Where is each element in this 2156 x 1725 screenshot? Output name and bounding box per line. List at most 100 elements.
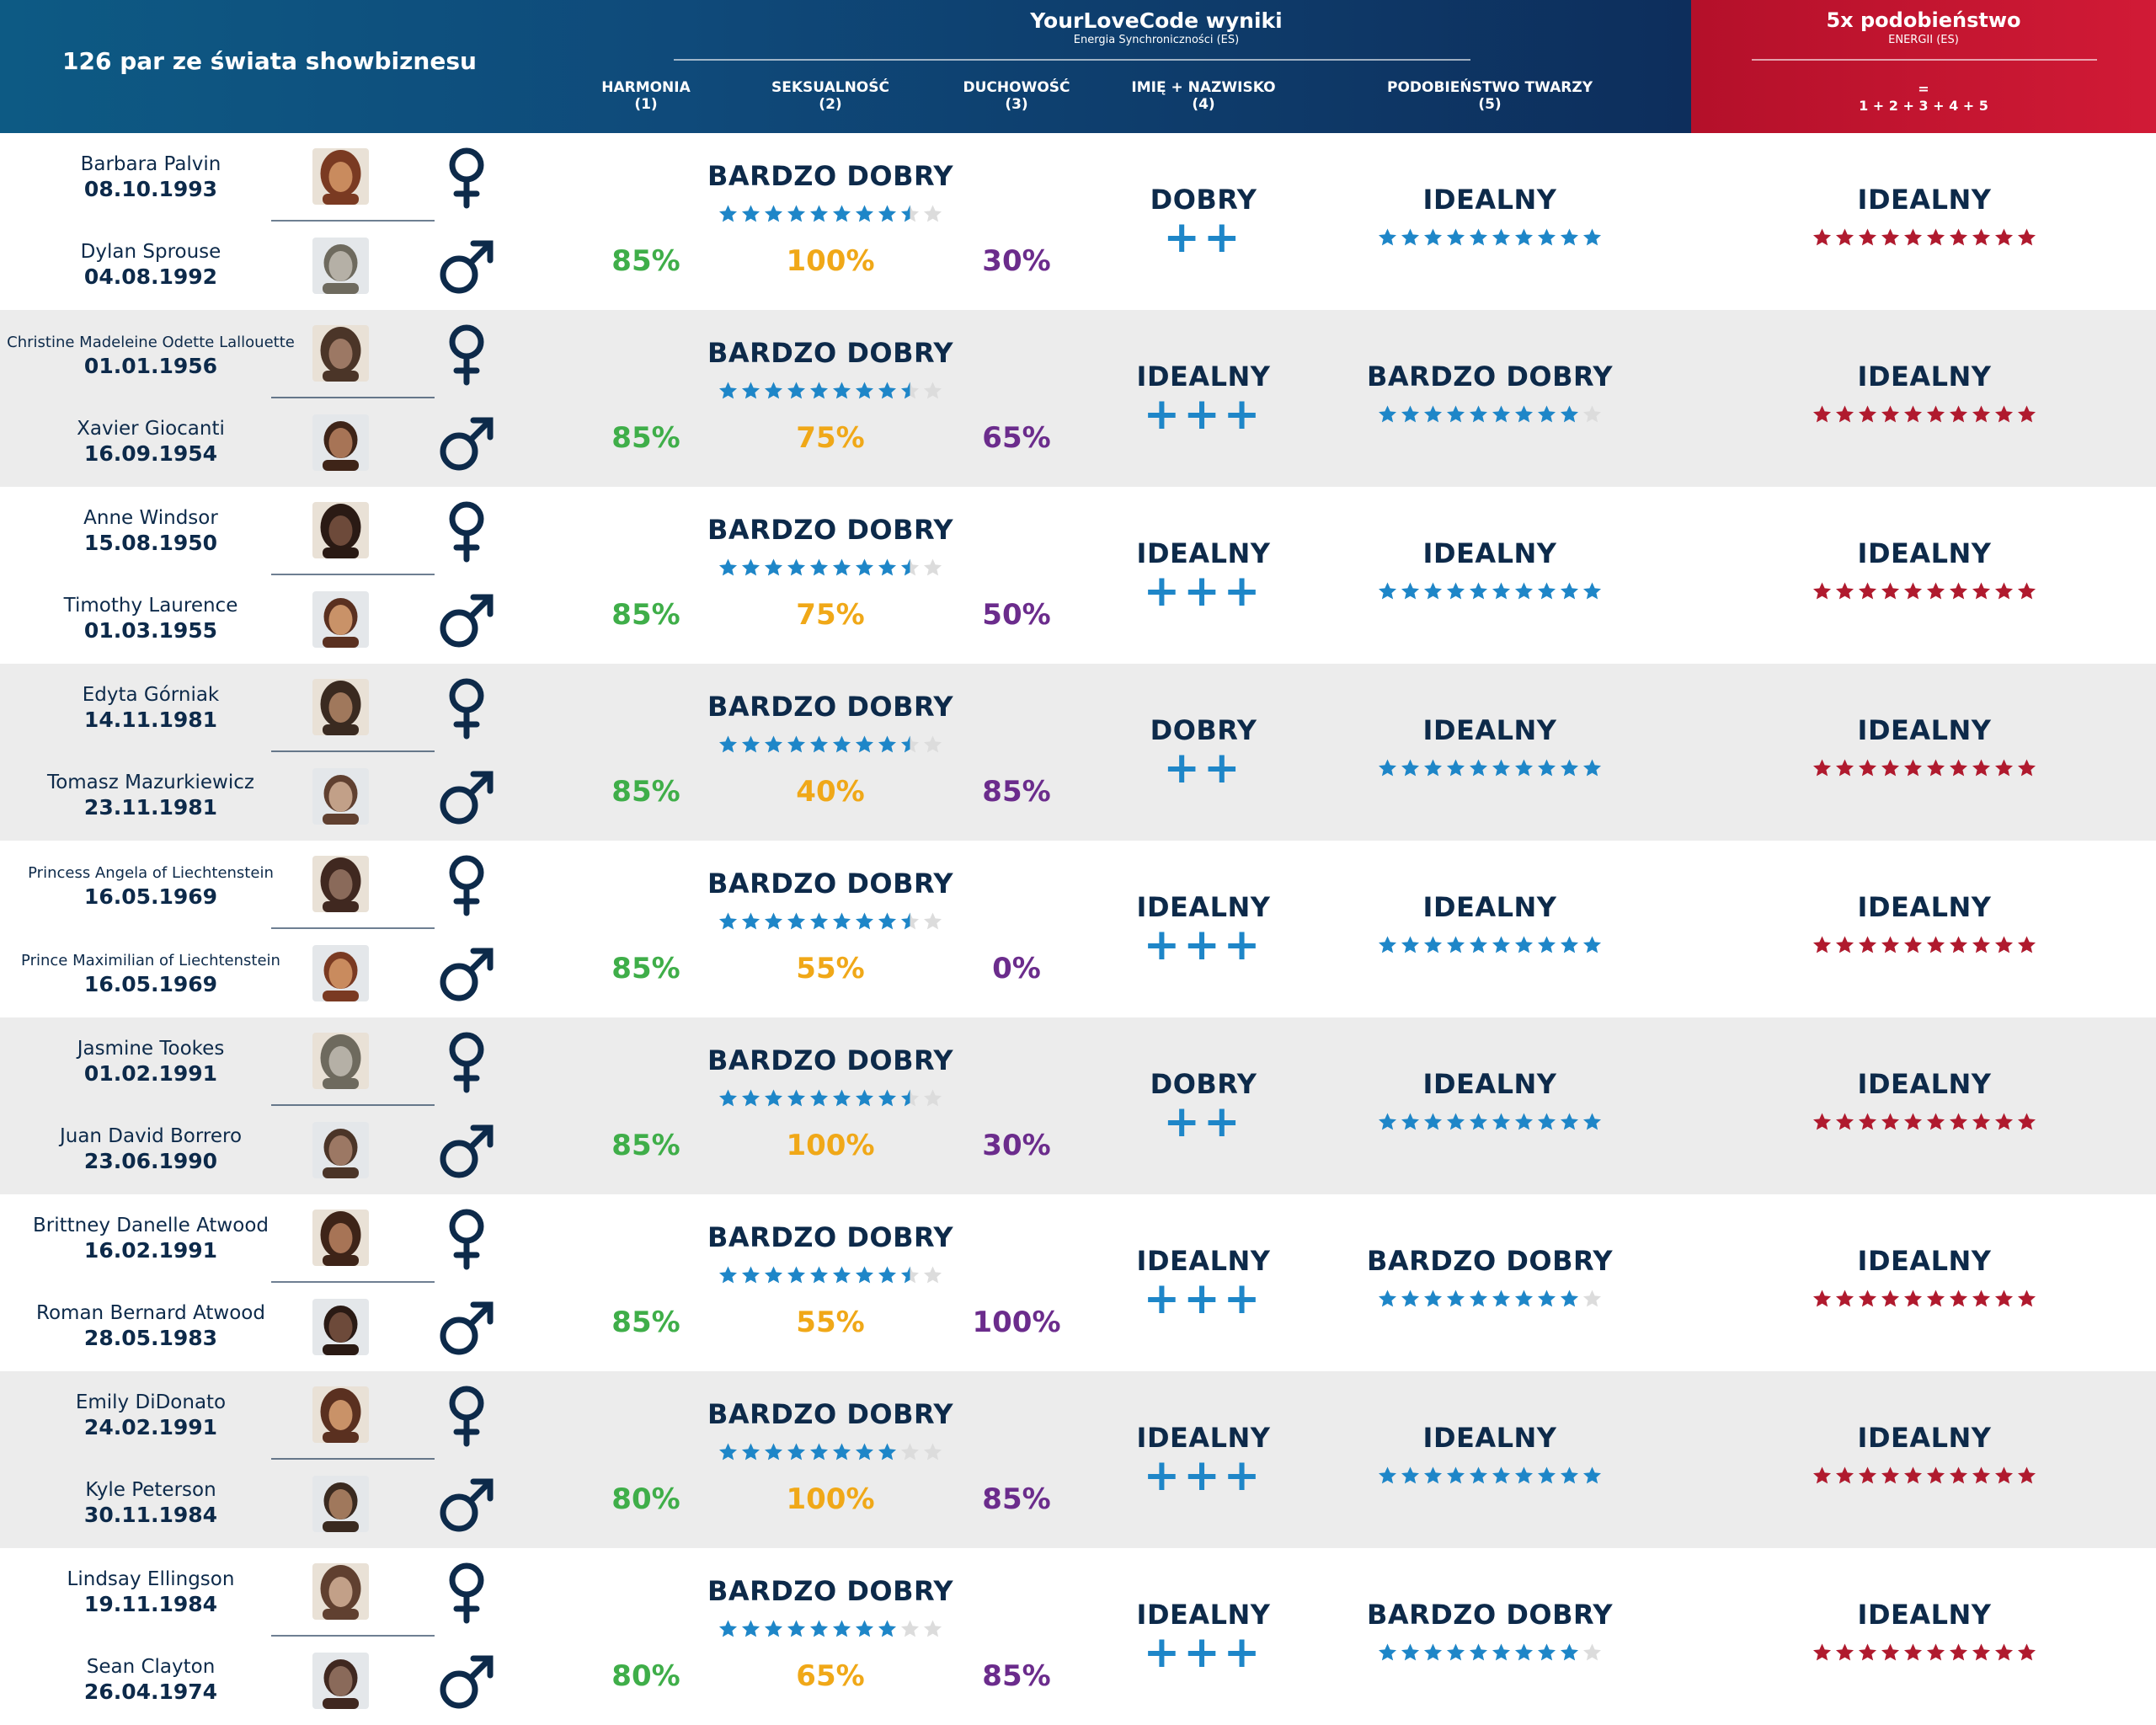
pair-row: Edyta Górniak 14.11.1981 Tomasz Mazurkiewi… xyxy=(0,664,2156,841)
star-filled-icon xyxy=(1904,1113,1922,1130)
star-filled-icon xyxy=(742,912,760,930)
woman-name: Christine Madeleine Odette Lallouette xyxy=(7,334,295,351)
pair-divider xyxy=(271,1104,435,1106)
overall-verdict: BARDZO DOBRY xyxy=(707,1221,954,1253)
red-divider xyxy=(1752,59,2097,61)
face-stars xyxy=(1378,1112,1603,1132)
star-filled-icon xyxy=(1470,228,1487,246)
man-name: Xavier Giocanti xyxy=(77,418,225,440)
star-filled-icon xyxy=(719,205,737,222)
star-empty-icon xyxy=(924,1620,942,1637)
face-verdict: IDEALNY xyxy=(1422,184,1557,216)
star-filled-icon xyxy=(1813,1290,1831,1307)
star-filled-icon xyxy=(787,1620,805,1637)
star-filled-icon xyxy=(1836,1113,1854,1130)
star-filled-icon xyxy=(878,1620,896,1637)
name-plus-rating: ++ xyxy=(1163,1097,1244,1147)
total-verdict: IDEALNY xyxy=(1857,1422,1992,1454)
star-filled-icon xyxy=(1859,1113,1876,1130)
star-filled-icon xyxy=(1813,405,1831,423)
star-filled-icon xyxy=(1972,759,1990,777)
man-avatar xyxy=(312,1122,369,1178)
pairs-count-title: 126 par ze świata showbiznesu xyxy=(62,47,477,75)
star-empty-icon xyxy=(924,1089,942,1107)
star-filled-icon xyxy=(1492,405,1510,423)
star-filled-icon xyxy=(1379,582,1396,600)
face-verdict: IDEALNY xyxy=(1422,714,1557,746)
star-filled-icon xyxy=(1995,936,2013,953)
male-icon xyxy=(433,763,500,830)
pair-row: Lindsay Ellingson 19.11.1984 Sean Clayton 2… xyxy=(0,1548,2156,1725)
seksualnosc-percent: 55% xyxy=(796,1306,865,1339)
star-half-icon xyxy=(901,1266,919,1284)
total-stars xyxy=(1812,404,2037,425)
woman-birthdate: 24.02.1991 xyxy=(83,1415,218,1439)
star-filled-icon xyxy=(1995,405,2013,423)
star-filled-icon xyxy=(1881,759,1899,777)
star-filled-icon xyxy=(878,1443,896,1461)
star-filled-icon xyxy=(1538,1466,1556,1484)
star-filled-icon xyxy=(1401,1113,1419,1130)
star-empty-icon xyxy=(924,735,942,753)
man-birthdate: 28.05.1983 xyxy=(83,1326,218,1350)
star-filled-icon xyxy=(2018,1466,2036,1484)
star-filled-icon xyxy=(1424,228,1442,246)
star-filled-icon xyxy=(765,1443,782,1461)
star-filled-icon xyxy=(1972,228,1990,246)
star-filled-icon xyxy=(1904,228,1922,246)
face-stars xyxy=(1378,1642,1603,1663)
star-filled-icon xyxy=(878,912,896,930)
star-filled-icon xyxy=(2018,759,2036,777)
star-filled-icon xyxy=(1515,228,1533,246)
star-filled-icon xyxy=(765,1266,782,1284)
star-filled-icon xyxy=(856,912,873,930)
star-filled-icon xyxy=(742,1620,760,1637)
star-filled-icon xyxy=(1515,1466,1533,1484)
star-filled-icon xyxy=(1813,1113,1831,1130)
duchowosc-percent: 85% xyxy=(982,1659,1051,1693)
star-empty-icon xyxy=(1583,1290,1601,1307)
brand-title: YourLoveCode wyniki xyxy=(1030,8,1283,33)
male-icon xyxy=(433,409,500,477)
star-filled-icon xyxy=(1950,1466,1967,1484)
star-filled-icon xyxy=(1881,1643,1899,1661)
name-plus-rating: ++ xyxy=(1163,743,1244,793)
star-filled-icon xyxy=(1904,759,1922,777)
face-verdict: BARDZO DOBRY xyxy=(1366,1245,1614,1277)
results-header: 126 par ze świata showbiznesu YourLoveCo… xyxy=(0,0,2156,133)
overall-stars xyxy=(718,204,943,224)
man-name: Dylan Sprouse xyxy=(80,241,221,263)
face-stars xyxy=(1378,758,1603,778)
woman-birthdate: 16.05.1969 xyxy=(83,884,218,909)
face-stars xyxy=(1378,227,1603,248)
star-filled-icon xyxy=(1995,582,2013,600)
star-filled-icon xyxy=(1859,936,1876,953)
star-filled-icon xyxy=(1470,1290,1487,1307)
header-blue-band xyxy=(0,0,1691,133)
man-name: Roman Bernard Atwood xyxy=(36,1302,265,1324)
star-filled-icon xyxy=(719,1089,737,1107)
total-verdict: IDEALNY xyxy=(1857,184,1992,216)
star-filled-icon xyxy=(1583,936,1601,953)
star-filled-icon xyxy=(787,1443,805,1461)
pair-divider xyxy=(271,927,435,929)
female-icon xyxy=(433,851,500,918)
star-filled-icon xyxy=(810,205,828,222)
star-filled-icon xyxy=(1561,228,1578,246)
star-filled-icon xyxy=(1470,1466,1487,1484)
star-filled-icon xyxy=(1379,1290,1396,1307)
star-filled-icon xyxy=(765,912,782,930)
star-filled-icon xyxy=(1401,1466,1419,1484)
pair-divider xyxy=(271,1281,435,1283)
pair-row: Anne Windsor 15.08.1950 Timothy Laurence 01… xyxy=(0,487,2156,664)
star-filled-icon xyxy=(1424,1466,1442,1484)
star-filled-icon xyxy=(1881,1290,1899,1307)
man-birthdate: 01.03.1955 xyxy=(83,618,218,643)
woman-birthdate: 15.08.1950 xyxy=(83,531,218,555)
star-filled-icon xyxy=(833,735,851,753)
star-filled-icon xyxy=(1401,582,1419,600)
seksualnosc-percent: 65% xyxy=(796,1659,865,1693)
star-filled-icon xyxy=(1972,1113,1990,1130)
overall-stars xyxy=(718,1265,943,1285)
col-header-duchowosc: DUCHOWOŚĆ (3) xyxy=(963,79,1070,113)
